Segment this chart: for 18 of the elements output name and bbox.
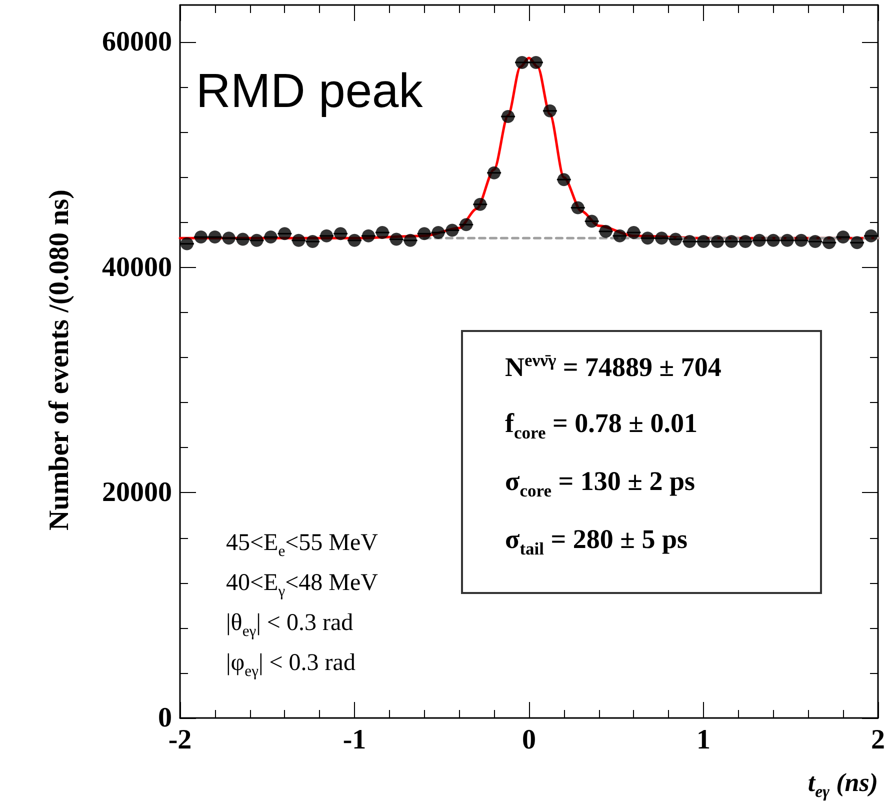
annotation: 45<E$_{e}$<55 MeV — [226, 530, 378, 561]
x-tick-label: 2 — [871, 724, 885, 756]
y-tick-label: 20000 — [102, 477, 172, 508]
annotation: |φ$_{eγ}$| < 0.3 rad — [226, 650, 356, 681]
annotation: |θ$_{eγ}$| < 0.3 rad — [226, 610, 354, 641]
x-axis-title: t$_{eγ}$ (ns) — [808, 768, 878, 802]
annotation: RMD peak — [196, 64, 423, 119]
annotation: σ$_{tail}$ = 280 ± 5 ps — [505, 524, 688, 560]
annotation: f$_{core}$ = 0.78 ± 0.01 — [505, 408, 698, 444]
y-tick-label: 60000 — [102, 26, 172, 58]
y-axis-title: Number of events /(0.080 ns) — [44, 190, 76, 530]
x-tick-label: 1 — [696, 724, 710, 756]
x-tick-label: -1 — [342, 724, 366, 756]
annotation: σ$_{core}$ = 130 ± 2 ps — [505, 466, 695, 502]
annotation: N$^{eνν̄γ}$ = 74889 ± 704 — [505, 350, 722, 383]
x-tick-label: 0 — [522, 724, 536, 756]
annotation: 40<E$_{γ}$<48 MeV — [226, 570, 378, 601]
y-tick-label: 40000 — [102, 252, 172, 283]
